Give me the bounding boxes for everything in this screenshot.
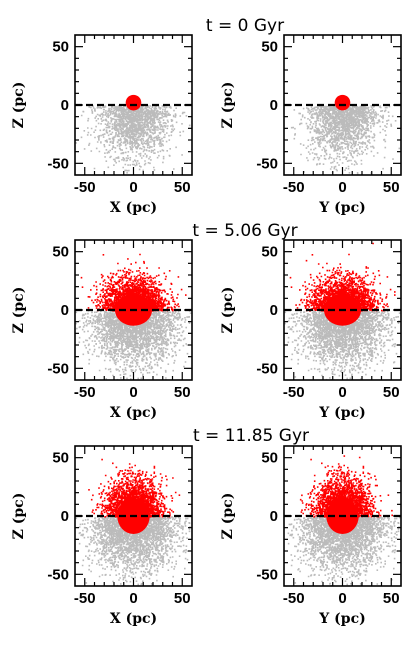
scatter-point-cloud xyxy=(75,516,192,586)
scatter-points xyxy=(75,253,192,380)
grey-star-series xyxy=(287,516,401,586)
cluster-core-marker xyxy=(334,94,351,111)
y-tick-label: 0 xyxy=(270,97,278,114)
y-tick-label: 0 xyxy=(270,508,278,525)
tick-marks xyxy=(75,35,192,175)
grey-star-series xyxy=(75,105,191,175)
scatter-point-cloud xyxy=(284,310,401,380)
x-tick-label: 50 xyxy=(383,179,400,196)
y-tick-label: 50 xyxy=(52,244,69,261)
y-axis-label: Z (pc) xyxy=(11,82,27,129)
y-axis-label: Z (pc) xyxy=(11,493,27,540)
panel-2: -50 0 50 50 0 -50 Y (pc) Z (pc) xyxy=(220,34,402,216)
x-tick-label: 50 xyxy=(174,384,191,401)
x-tick-label: 50 xyxy=(174,590,191,607)
y-tick-label: 50 xyxy=(52,450,69,467)
x-tick-label: -50 xyxy=(283,590,305,607)
grey-star-series xyxy=(75,310,192,380)
y-tick-label: -50 xyxy=(256,360,278,377)
panel-1: -50 0 50 50 0 -50 X (pc) Z (pc) t = 0 Gyr xyxy=(11,16,284,216)
time-title: t = 0 Gyr xyxy=(206,16,284,36)
y-tick-label: -50 xyxy=(256,155,278,172)
tick-marks xyxy=(284,35,401,175)
y-tick-label: 0 xyxy=(61,508,69,525)
red-star-series xyxy=(334,94,351,111)
grey-star-series xyxy=(290,105,401,175)
scatter-points xyxy=(287,455,401,586)
y-tick-label: 0 xyxy=(270,302,278,319)
y-tick-label: 50 xyxy=(261,244,278,261)
y-tick-label: -50 xyxy=(256,566,278,583)
grey-star-series xyxy=(75,516,192,586)
scatter-point-cloud xyxy=(287,516,401,586)
scatter-point-cloud xyxy=(290,105,401,175)
x-tick-label: -50 xyxy=(283,179,305,196)
y-tick-label: -50 xyxy=(47,360,69,377)
x-tick-label: -50 xyxy=(74,590,96,607)
red-star-series xyxy=(125,94,142,111)
x-axis-label: Y (pc) xyxy=(318,611,365,627)
red-star-series xyxy=(289,242,396,326)
y-tick-label: 0 xyxy=(61,97,69,114)
y-tick-label: 50 xyxy=(261,450,278,467)
panel-6: -50 0 50 50 0 -50 Y (pc) Z (pc) xyxy=(220,445,402,627)
time-title: t = 5.06 Gyr xyxy=(192,221,297,241)
x-tick-label: -50 xyxy=(283,384,305,401)
x-axis-label: X (pc) xyxy=(110,611,157,627)
scatter-point-cloud xyxy=(80,253,187,312)
y-axis-label: Z (pc) xyxy=(11,287,27,334)
tick-marks xyxy=(75,446,192,586)
x-axis-label: X (pc) xyxy=(110,405,157,421)
cluster-core-marker xyxy=(125,94,142,111)
y-axis-label: Z (pc) xyxy=(220,287,236,334)
scatter-points xyxy=(290,94,401,175)
x-axis-label: X (pc) xyxy=(110,200,157,216)
x-tick-label: 0 xyxy=(129,384,137,401)
scatter-point-cloud xyxy=(88,458,181,518)
scatter-point-cloud xyxy=(75,105,191,175)
scatter-points xyxy=(284,242,401,380)
y-tick-label: 0 xyxy=(61,302,69,319)
tick-marks xyxy=(284,240,401,380)
y-axis-label: Z (pc) xyxy=(220,493,236,540)
x-tick-label: 0 xyxy=(129,590,137,607)
y-tick-label: -50 xyxy=(47,566,69,583)
x-tick-label: -50 xyxy=(74,384,96,401)
y-tick-label: -50 xyxy=(47,155,69,172)
tick-marks xyxy=(75,240,192,380)
tick-marks xyxy=(284,446,401,586)
panel-3: -50 0 50 50 0 -50 X (pc) Z (pc) t = 5.06 Gyr xyxy=(11,221,298,421)
x-tick-label: 50 xyxy=(383,384,400,401)
y-tick-label: 50 xyxy=(52,39,69,56)
x-axis-label: Y (pc) xyxy=(318,405,365,421)
x-tick-label: 0 xyxy=(338,179,346,196)
x-tick-label: 0 xyxy=(338,384,346,401)
x-tick-label: 0 xyxy=(338,590,346,607)
x-tick-label: -50 xyxy=(74,179,96,196)
scatter-points xyxy=(75,458,192,586)
y-axis-label: Z (pc) xyxy=(220,82,236,129)
y-tick-label: 50 xyxy=(261,39,278,56)
x-axis-label: Y (pc) xyxy=(318,200,365,216)
panel-5: -50 0 50 50 0 -50 X (pc) Z (pc) t = 11.85 Gyr xyxy=(11,426,309,627)
grey-star-series xyxy=(284,310,401,380)
x-tick-label: 0 xyxy=(129,179,137,196)
x-tick-label: 50 xyxy=(174,179,191,196)
scatter-point-cloud xyxy=(75,310,192,380)
panel-4: -50 0 50 50 0 -50 Y (pc) Z (pc) xyxy=(220,239,402,421)
x-tick-label: 50 xyxy=(383,590,400,607)
scatter-points xyxy=(75,94,191,175)
scatter-point-cloud xyxy=(299,455,393,518)
time-title: t = 11.85 Gyr xyxy=(193,426,309,446)
